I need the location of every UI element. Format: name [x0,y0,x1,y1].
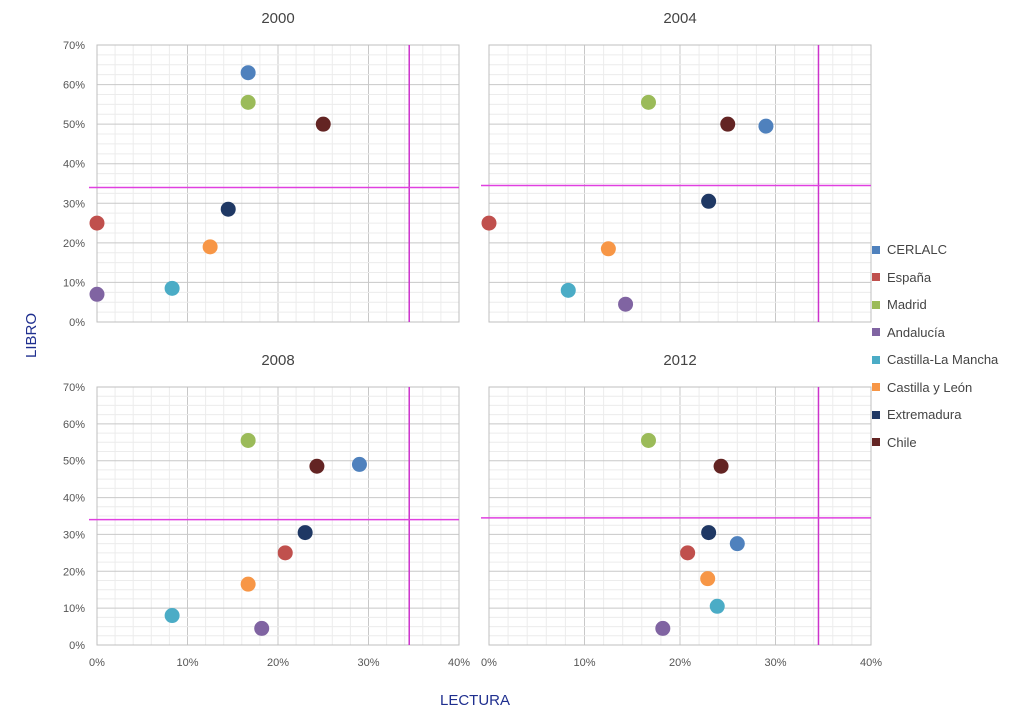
x-tick-label: 0% [481,657,497,669]
point-andaluc-a [89,286,105,302]
point-castilla-y-le-n [600,241,616,257]
legend-swatch [872,383,880,392]
chart-panel-2004: 2004 [481,10,872,323]
point-madrid [640,432,656,448]
legend-label: España [887,269,932,285]
chart-panel-2000: 2000 0% 10% 20% 30% 40% 50% 60% 70% [63,10,460,329]
chart-title: 2012 [663,352,696,369]
chart-panel-2012: 2012 0% 10% 20% 30% 40% [481,352,882,669]
x-tick-label: 10% [176,657,198,669]
legend-label: Castilla y León [887,379,973,395]
point-castilla-la-mancha [164,280,180,296]
x-tick-label: 30% [764,657,786,669]
point-chile [720,116,736,132]
legend-swatch [872,328,880,337]
point-castilla-la-mancha [164,608,180,624]
point-espa-a [481,215,497,231]
x-axis-title: LECTURA [439,692,510,709]
legend-item: Andalucía [872,319,1012,347]
chart-title: 2008 [261,352,294,369]
x-tick-label: 10% [573,657,595,669]
point-extremadura [701,193,717,209]
point-madrid [240,94,256,110]
y-tick-label: 20% [63,238,85,250]
point-andaluc-a [655,620,671,636]
x-tick-label: 40% [448,657,470,669]
y-tick-label: 40% [63,493,85,505]
legend-item: Castilla y León [872,374,1012,402]
legend-label: CERLALC [887,242,947,258]
legend-label: Andalucía [887,324,945,340]
point-madrid [240,432,256,448]
point-chile [309,458,325,474]
legend-item: España [872,264,1012,292]
y-tick-label: 0% [69,317,85,329]
y-tick-label: 70% [63,382,85,394]
plot-area [96,44,460,323]
point-andaluc-a [254,620,270,636]
x-tick-label: 20% [669,657,691,669]
point-castilla-la-mancha [709,598,725,614]
y-tick-label: 30% [63,529,85,541]
y-tick-label: 10% [63,277,85,289]
y-tick-label: 60% [63,80,85,92]
legend-swatch [872,273,880,282]
plot-area [488,386,872,646]
point-madrid [640,94,656,110]
legend-item: Chile [872,429,1012,457]
chart-title: 2000 [261,10,294,27]
x-tick-label: 0% [89,657,105,669]
legend-item: Extremadura [872,401,1012,429]
point-chile [713,458,729,474]
legend-swatch [872,438,880,447]
point-cerlalc [351,456,367,472]
point-espa-a [277,545,293,561]
point-extremadura [220,201,236,217]
point-castilla-y-le-n [240,576,256,592]
y-tick-label: 40% [63,159,85,171]
legend: CERLALC España Madrid Andalucía Castilla-La … [872,236,1012,456]
y-tick-label: 70% [63,40,85,52]
x-tick-label: 30% [357,657,379,669]
point-cerlalc [240,65,256,81]
chart-panel-2008: 2008 0% 10% 20% 30% 40% 50% 60% 70% 0% 10% 20% 30% 40… [63,352,470,669]
point-espa-a [89,215,105,231]
point-extremadura [701,525,717,541]
legend-item: Madrid [872,291,1012,319]
plot-area [96,386,460,646]
plot-area [488,44,872,323]
legend-swatch [872,300,880,309]
point-chile [315,116,331,132]
legend-swatch [872,245,880,254]
legend-item: CERLALC [872,236,1012,264]
point-extremadura [297,525,313,541]
point-espa-a [680,545,696,561]
legend-swatch [872,410,880,419]
legend-item: Castilla-La Mancha [872,346,1012,374]
y-tick-label: 10% [63,603,85,615]
point-cerlalc [729,536,745,552]
legend-swatch [872,355,880,364]
point-castilla-la-mancha [560,282,576,298]
legend-label: Madrid [887,297,927,313]
chart-title: 2004 [663,10,696,27]
legend-label: Extremadura [887,407,962,423]
y-tick-label: 50% [63,119,85,131]
y-tick-label: 60% [63,419,85,431]
y-tick-label: 20% [63,566,85,578]
point-cerlalc [758,118,774,134]
y-tick-label: 50% [63,456,85,468]
x-tick-label: 20% [267,657,289,669]
y-axis-title: LIBRO [23,312,40,358]
point-andaluc-a [618,296,634,312]
x-tick-label: 40% [860,657,882,669]
legend-label: Castilla-La Mancha [887,352,999,368]
y-tick-label: 30% [63,198,85,210]
point-castilla-y-le-n [700,571,716,587]
point-castilla-y-le-n [202,239,218,255]
y-tick-label: 0% [69,640,85,652]
legend-label: Chile [887,434,917,450]
